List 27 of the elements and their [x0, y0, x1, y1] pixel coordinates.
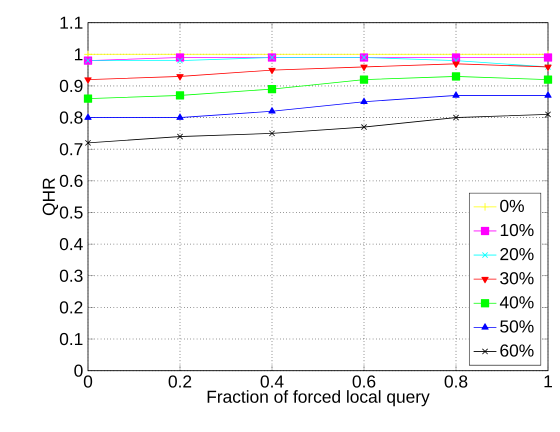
y-tick-label: 0.3 [60, 270, 83, 282]
y-axis-title: QHR [42, 178, 58, 216]
y-tick-label: 0.5 [60, 206, 83, 219]
x-axis-title: Fraction of forced local query [208, 390, 430, 406]
y-tick-label: 0.8 [60, 111, 83, 124]
legend-label: 10% [500, 224, 534, 236]
x-tick-label: 0.4 [260, 375, 284, 388]
x-tick-label: 0.6 [352, 375, 376, 388]
x-tick-label: 0.8 [444, 375, 468, 388]
legend-label: 20% [500, 248, 534, 260]
y-tick-label: 0.2 [60, 301, 82, 314]
y-tick-label: 0.9 [60, 80, 82, 92]
x-tick-label: 0 [84, 375, 92, 388]
y-tick-label: 1.1 [60, 16, 82, 29]
x-tick-label: 0.2 [168, 375, 192, 388]
legend-label: 30% [500, 272, 534, 284]
y-tick-label: 0.7 [60, 143, 82, 156]
y-tick-label: 0.1 [60, 332, 82, 346]
x-tick-label: 1 [544, 375, 552, 388]
y-tick-label: 1 [74, 48, 82, 60]
legend-label: 40% [500, 296, 534, 308]
y-tick-label: 0 [74, 364, 83, 377]
y-tick-label: 0.4 [60, 238, 83, 250]
y-tick-label: 0.6 [60, 174, 83, 187]
legend-label: 60% [500, 344, 534, 357]
legend-label: 50% [500, 320, 534, 333]
legend-label: 0% [500, 200, 524, 212]
